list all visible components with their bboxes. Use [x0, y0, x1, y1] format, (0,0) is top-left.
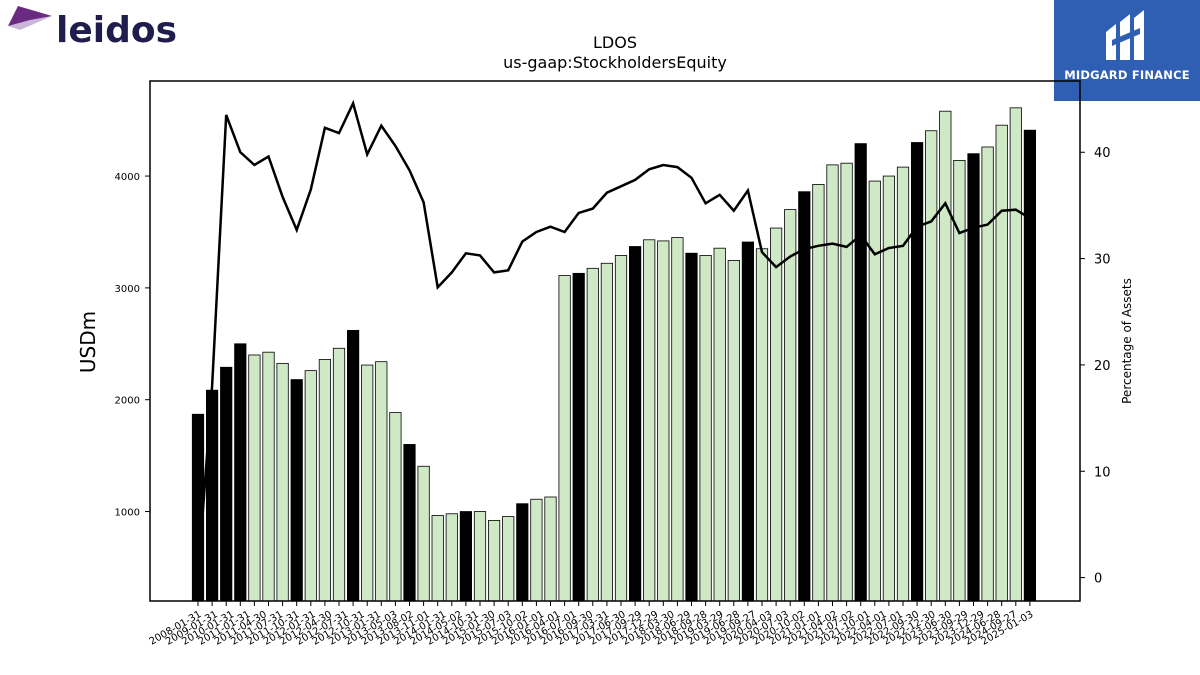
midgard-finance-logo-mark	[1106, 10, 1144, 60]
bar	[431, 515, 444, 602]
y-axis-right: 0 10 20 30 40	[1080, 146, 1111, 587]
bar	[487, 520, 501, 602]
bar	[755, 248, 769, 602]
chart-title: LDOS	[593, 33, 637, 52]
bar	[375, 361, 388, 602]
bar	[403, 444, 416, 602]
bar	[995, 124, 1008, 602]
bar	[671, 237, 684, 602]
chart-subtitle: us-gaap:StockholdersEquity	[503, 53, 727, 72]
bar	[332, 347, 346, 602]
percentage-line	[196, 99, 1031, 578]
bar	[896, 166, 910, 602]
bar	[220, 366, 233, 602]
bar	[318, 359, 332, 602]
bar	[558, 275, 571, 602]
leidos-logo: leidos	[8, 6, 176, 50]
bar	[614, 255, 628, 602]
bar	[473, 511, 487, 602]
bar	[586, 267, 599, 602]
plot-frame	[149, 80, 1081, 602]
y2-tick-label: 30	[1094, 253, 1111, 268]
bar	[939, 110, 952, 602]
bar	[911, 142, 924, 602]
bar	[854, 143, 867, 602]
bar	[840, 162, 853, 602]
bar	[798, 191, 811, 602]
y2-tick-label: 20	[1094, 359, 1111, 374]
bar	[516, 503, 529, 602]
midgard-finance-logo: MIDGARD FINANCE	[1054, 0, 1200, 101]
y2-axis-label: Percentage of Assets	[1120, 278, 1134, 404]
bar	[699, 255, 712, 602]
x-axis: 2008-01-312009-01-312010-01-312011-01-31…	[148, 601, 1035, 648]
bar	[304, 370, 317, 602]
bar	[262, 351, 275, 602]
bar	[685, 252, 698, 602]
bar	[389, 412, 402, 602]
bar	[502, 516, 515, 602]
y2-tick-label: 0	[1094, 572, 1102, 587]
bar	[981, 146, 994, 602]
y-tick-label: 4000	[115, 172, 140, 183]
bar	[276, 362, 289, 602]
bar	[826, 164, 839, 602]
bar	[770, 227, 783, 602]
bar	[572, 272, 585, 602]
bar	[205, 389, 219, 602]
bar	[727, 260, 740, 602]
bar	[600, 262, 614, 602]
bar	[868, 180, 881, 602]
leidos-logo-mark	[8, 6, 52, 26]
bar-series	[191, 107, 1036, 602]
y2-tick-label: 40	[1094, 146, 1111, 161]
y-tick-label: 1000	[115, 508, 140, 519]
bar	[967, 153, 980, 602]
bar	[445, 513, 458, 602]
bar	[925, 130, 938, 602]
bar	[643, 239, 656, 602]
midgard-finance-logo-text: MIDGARD FINANCE	[1064, 68, 1190, 82]
bar	[530, 498, 543, 602]
leidos-logo-text: leidos	[56, 10, 176, 50]
bar	[234, 343, 247, 602]
y-axis-left: 1000 2000 3000 4000	[115, 172, 150, 519]
bar	[346, 329, 360, 602]
bar	[290, 379, 303, 602]
bar	[248, 354, 261, 602]
bar	[713, 247, 726, 602]
y-tick-label: 2000	[115, 396, 140, 407]
bar	[629, 246, 642, 602]
bar	[784, 209, 797, 602]
y-tick-label: 3000	[115, 284, 140, 295]
bar	[657, 240, 670, 602]
bar	[882, 175, 896, 602]
bar	[544, 496, 557, 602]
bar	[1023, 129, 1036, 602]
bar	[1009, 107, 1022, 602]
y-axis-label: USDm	[76, 311, 100, 373]
leidos-logo-mark-accent	[8, 16, 52, 30]
bar	[459, 511, 473, 602]
bar	[361, 364, 374, 602]
bar	[417, 465, 430, 602]
bar	[741, 241, 755, 602]
y2-tick-label: 10	[1094, 465, 1111, 480]
